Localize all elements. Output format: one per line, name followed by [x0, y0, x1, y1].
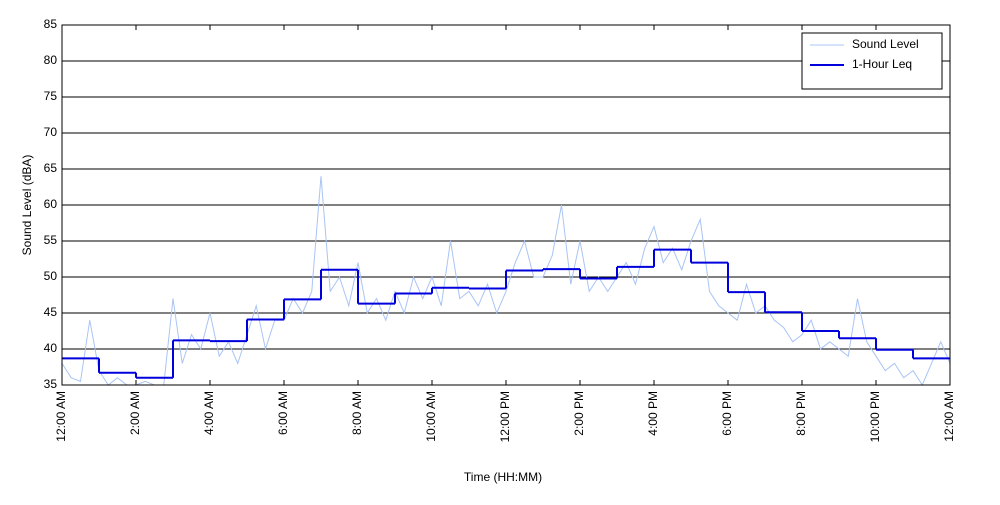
- x-tick-label: 10:00 AM: [424, 391, 438, 442]
- y-tick-label: 40: [44, 341, 58, 355]
- x-tick-label: 8:00 AM: [350, 391, 364, 435]
- x-tick-label: 6:00 PM: [720, 391, 734, 436]
- y-tick-label: 35: [44, 377, 58, 391]
- x-tick-label: 2:00 PM: [572, 391, 586, 436]
- x-tick-label: 8:00 PM: [794, 391, 808, 436]
- y-tick-label: 75: [44, 89, 58, 103]
- x-tick-label: 12:00 AM: [942, 391, 956, 442]
- legend-box: [801, 32, 943, 90]
- y-tick-label: 70: [44, 125, 58, 139]
- plot-frame: [61, 24, 951, 386]
- x-tick-label: 12:00 AM: [54, 391, 68, 442]
- x-tick-label: 6:00 AM: [276, 391, 290, 435]
- x-tick-label: 4:00 PM: [646, 391, 660, 436]
- x-tick-label: 2:00 AM: [128, 391, 142, 435]
- y-tick-label: 85: [44, 17, 58, 31]
- x-tick-label: 10:00 PM: [868, 391, 882, 442]
- y-tick-label: 80: [44, 53, 58, 67]
- x-tick-label: 4:00 AM: [202, 391, 216, 435]
- legend-label: 1-Hour Leq: [852, 57, 912, 71]
- y-axis-label: Sound Level (dBA): [20, 155, 34, 256]
- y-tick-label: 55: [44, 233, 58, 247]
- y-tick-label: 65: [44, 161, 58, 175]
- y-tick-label: 45: [44, 305, 58, 319]
- y-tick-label: 50: [44, 269, 58, 283]
- legend-label: Sound Level: [852, 37, 919, 51]
- data-line: [61, 176, 951, 387]
- x-axis-label: Time (HH:MM): [464, 470, 542, 484]
- y-tick-label: 60: [44, 197, 58, 211]
- x-tick-label: 12:00 PM: [498, 391, 512, 442]
